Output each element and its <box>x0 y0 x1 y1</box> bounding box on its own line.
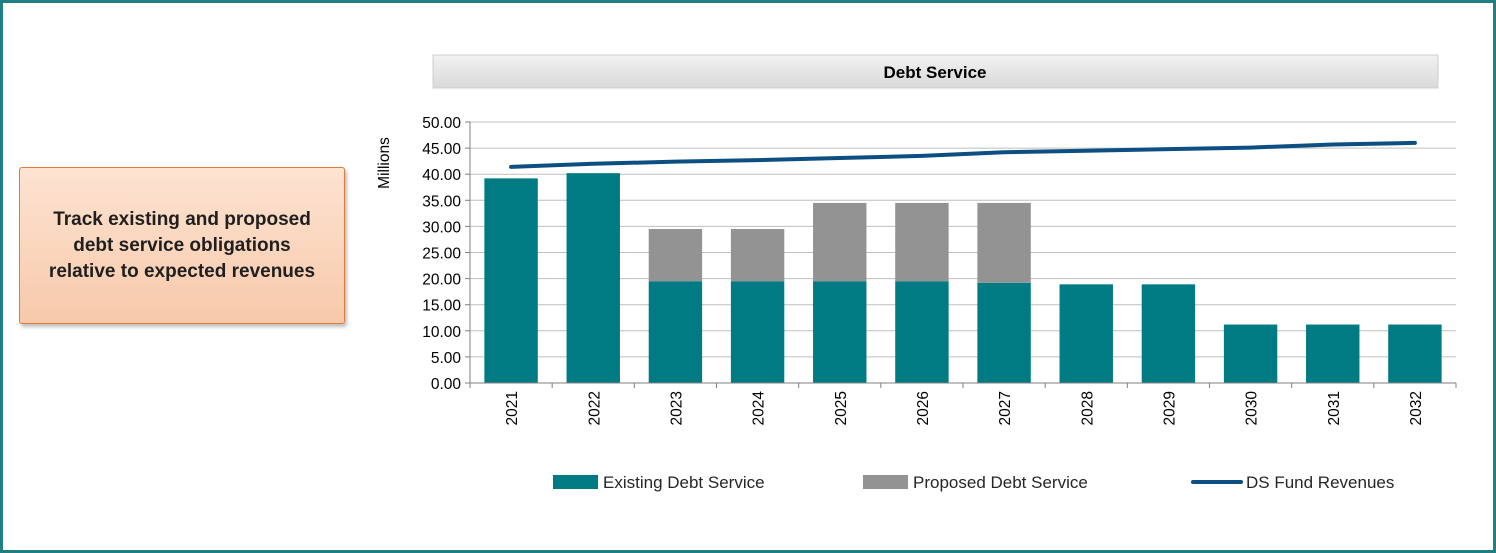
x-tick-label: 2032 <box>1408 391 1425 425</box>
x-tick-label: 2031 <box>1326 391 1343 425</box>
axes: 0.00 5.00 10.00 15.00 20.00 25.00 30.00 35.00 40… <box>422 115 1457 426</box>
legend-swatch-proposed-debt-service <box>863 475 908 489</box>
bar-proposed-debt-service <box>813 202 867 282</box>
y-tick-label: 50.00 <box>422 115 461 132</box>
chart-title: Debt Service <box>884 63 987 82</box>
x-tick-label: 2028 <box>1079 391 1096 425</box>
x-tick-label: 2022 <box>586 391 603 425</box>
x-tick-label: 2021 <box>504 391 521 425</box>
bar-existing-debt-service <box>977 282 1031 383</box>
y-tick-label: 15.00 <box>422 298 461 315</box>
line-ds-fund-revenues <box>509 140 1417 169</box>
bar-existing-debt-service <box>1306 324 1360 383</box>
y-tick-label: 40.00 <box>422 167 461 184</box>
bar-existing-debt-service <box>1388 324 1442 383</box>
revenue-line-layer <box>509 140 1417 169</box>
y-tick-label: 25.00 <box>422 246 461 263</box>
chart-title-bar <box>432 54 1439 89</box>
x-tick-label: 2024 <box>751 391 768 426</box>
bar-existing-debt-service <box>1141 284 1196 383</box>
callout-text: Track existing and proposed debt service… <box>48 208 316 282</box>
y-tick-label: 5.00 <box>431 350 462 367</box>
legend-label-proposed-debt-service: Proposed Debt Service <box>913 473 1088 492</box>
y-tick-label: 20.00 <box>422 272 461 289</box>
callout-box: Track existing and proposed debt service… <box>19 167 345 324</box>
bar-existing-debt-service <box>648 281 703 383</box>
bar-existing-debt-service <box>484 178 538 383</box>
legend: Existing Debt Service Proposed Debt Servi… <box>553 473 1394 492</box>
x-tick-label: 2029 <box>1161 391 1178 425</box>
y-tick-label: 30.00 <box>422 219 461 236</box>
legend-swatch-existing-debt-service <box>553 475 598 489</box>
legend-label-ds-fund-revenues: DS Fund Revenues <box>1246 473 1394 492</box>
y-tick-label: 45.00 <box>422 141 461 158</box>
bar-existing-debt-service <box>566 173 620 383</box>
bar-proposed-debt-service <box>730 229 785 282</box>
y-axis-label: Millions <box>376 137 393 189</box>
bar-existing-debt-service <box>730 281 785 383</box>
y-tick-label: 0.00 <box>431 376 462 393</box>
bar-proposed-debt-service <box>648 229 703 282</box>
bar-existing-debt-service <box>1223 324 1278 383</box>
x-tick-label: 2023 <box>668 391 685 425</box>
x-tick-label: 2025 <box>833 391 850 425</box>
bar-proposed-debt-service <box>895 202 949 282</box>
legend-label-existing-debt-service: Existing Debt Service <box>603 473 765 492</box>
bars <box>484 173 1442 383</box>
x-tick-label: 2027 <box>997 391 1014 425</box>
bar-existing-debt-service <box>895 281 949 383</box>
y-tick-label: 35.00 <box>422 193 461 210</box>
bar-existing-debt-service <box>1059 284 1113 383</box>
x-tick-label: 2030 <box>1244 391 1261 426</box>
bar-proposed-debt-service <box>977 202 1031 283</box>
gridlines <box>470 121 1456 358</box>
y-tick-label: 10.00 <box>422 324 461 341</box>
bar-existing-debt-service <box>813 281 867 383</box>
x-tick-label: 2026 <box>915 391 932 425</box>
